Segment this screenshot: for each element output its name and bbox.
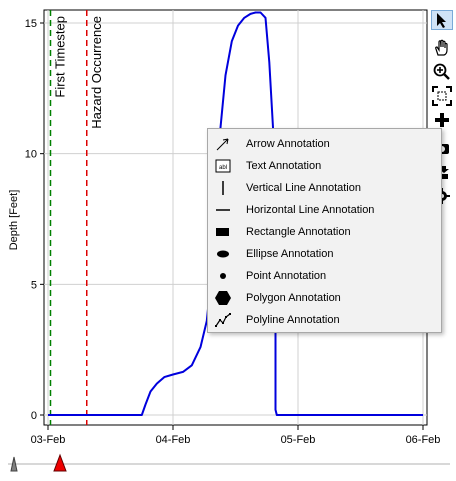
menu-item-label: Text Annotation xyxy=(246,160,322,172)
x-tick-label: 03-Feb xyxy=(31,434,66,446)
menu-item-vertical-line-annotation[interactable]: Vertical Line Annotation xyxy=(208,177,441,199)
menu-item-label: Rectangle Annotation xyxy=(246,226,351,238)
menu-item-arrow-annotation[interactable]: Arrow Annotation xyxy=(208,133,441,155)
pan-hand-icon[interactable] xyxy=(431,38,453,58)
x-tick-label: 05-Feb xyxy=(281,434,316,446)
x-tick-label: 04-Feb xyxy=(156,434,191,446)
polyline-icon xyxy=(208,309,238,331)
zoom-in-icon[interactable] xyxy=(431,62,453,82)
slider-current-thumb[interactable] xyxy=(53,453,67,472)
horizontal-line-icon xyxy=(208,199,238,221)
zoom-extents-icon[interactable] xyxy=(431,86,453,106)
pointer-icon[interactable] xyxy=(431,10,453,30)
y-tick-label: 0 xyxy=(31,410,37,422)
annotation-label: First Timestep xyxy=(53,16,68,98)
menu-item-horizontal-line-annotation[interactable]: Horizontal Line Annotation xyxy=(208,199,441,221)
menu-item-label: Vertical Line Annotation xyxy=(246,182,361,194)
y-axis-label: Depth [Feet] xyxy=(8,190,20,251)
menu-item-label: Point Annotation xyxy=(246,270,327,282)
y-tick-label: 15 xyxy=(25,18,37,30)
point-icon xyxy=(208,265,238,287)
add-icon[interactable] xyxy=(431,110,453,130)
y-tick-label: 10 xyxy=(25,149,37,161)
menu-item-label: Polyline Annotation xyxy=(246,314,340,326)
polygon-icon xyxy=(208,287,238,309)
menu-item-ellipse-annotation[interactable]: Ellipse Annotation xyxy=(208,243,441,265)
text-box-icon: abl xyxy=(208,155,238,177)
menu-item-text-annotation[interactable]: abl Text Annotation xyxy=(208,155,441,177)
annotation-label: Hazard Occurrence xyxy=(89,16,104,129)
arrow-icon xyxy=(208,133,238,155)
menu-item-polygon-annotation[interactable]: Polygon Annotation xyxy=(208,287,441,309)
vertical-line-icon xyxy=(208,177,238,199)
annotation-menu: Arrow Annotation abl Text Annotation Ver… xyxy=(207,128,442,333)
x-tick-label: 06-Feb xyxy=(406,434,441,446)
ellipse-icon xyxy=(208,243,238,265)
menu-item-label: Ellipse Annotation xyxy=(246,248,334,260)
slider-start-thumb[interactable] xyxy=(10,456,18,472)
text-box-glyph: abl xyxy=(219,165,227,171)
menu-item-polyline-annotation[interactable]: Polyline Annotation xyxy=(208,309,441,331)
menu-item-rectangle-annotation[interactable]: Rectangle Annotation xyxy=(208,221,441,243)
rectangle-icon xyxy=(208,221,238,243)
menu-item-point-annotation[interactable]: Point Annotation xyxy=(208,265,441,287)
menu-item-label: Polygon Annotation xyxy=(246,292,341,304)
y-tick-label: 5 xyxy=(31,279,37,291)
menu-item-label: Horizontal Line Annotation xyxy=(246,204,375,216)
time-slider[interactable] xyxy=(0,450,456,480)
menu-item-label: Arrow Annotation xyxy=(246,138,330,150)
